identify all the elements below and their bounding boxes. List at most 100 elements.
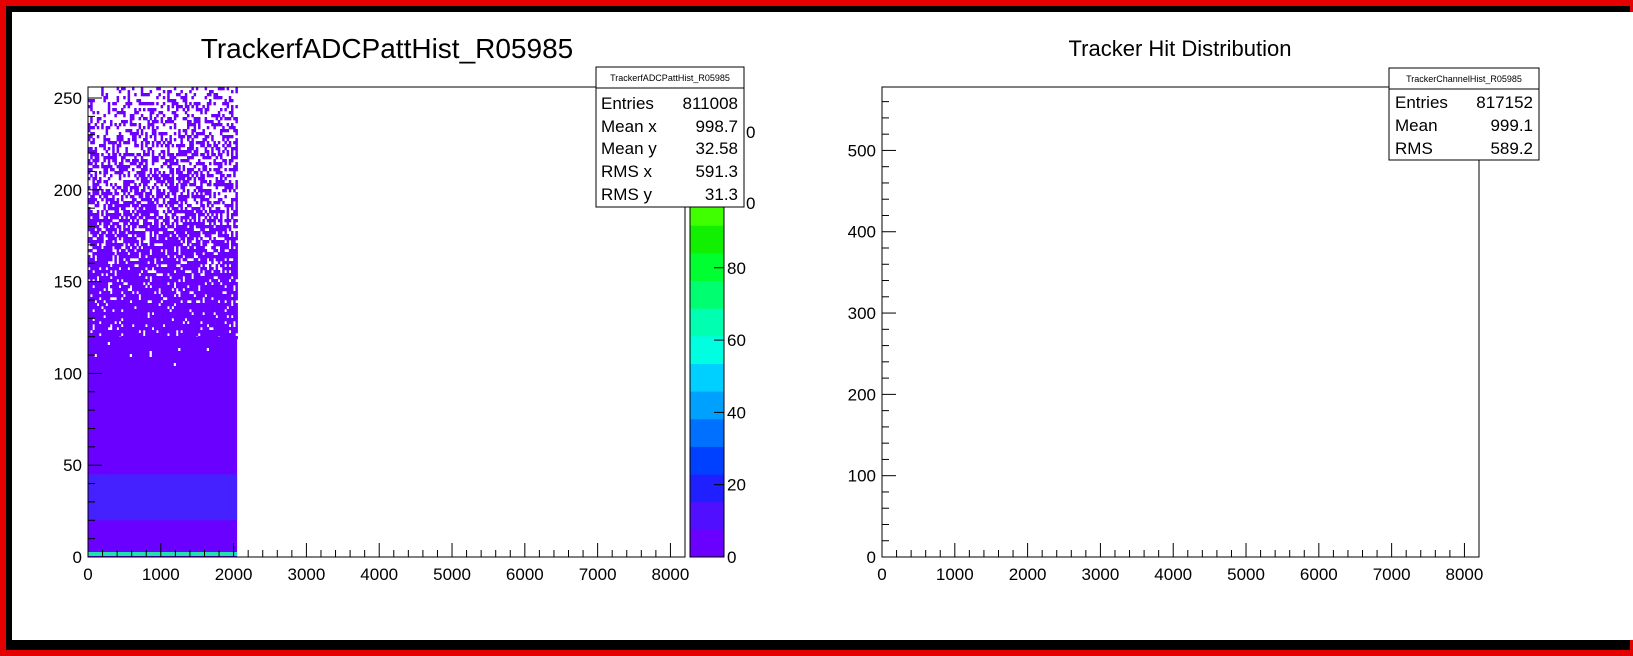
heatmap-cell	[96, 225, 100, 229]
heatmap-cell	[129, 333, 133, 337]
heatmap-cell	[209, 255, 212, 259]
heatmap-cell	[162, 312, 166, 316]
heatmap-cell	[96, 321, 100, 325]
heatmap-cell	[165, 177, 168, 181]
heatmap-cell	[215, 258, 219, 262]
heatmap-cell	[220, 276, 223, 280]
heatmap-cell	[145, 258, 148, 262]
heatmap-cell	[123, 234, 126, 238]
heatmap-cell	[149, 312, 153, 316]
heatmap-cell	[145, 228, 148, 232]
heatmap-cell	[136, 309, 139, 313]
heatmap-cell	[187, 267, 190, 271]
heatmap-cell	[88, 210, 91, 214]
heatmap-cell	[92, 264, 95, 268]
heatmap-cell	[224, 102, 227, 106]
heatmap-cell	[110, 249, 113, 253]
heatmap-cell	[204, 270, 208, 274]
heatmap-cell	[125, 333, 128, 337]
heatmap-cell	[145, 270, 148, 274]
heatmap-cell	[125, 312, 128, 316]
heatmap-cell	[162, 237, 166, 241]
heatmap-cell	[211, 225, 214, 229]
heatmap-cell	[162, 231, 166, 235]
heatmap-cell	[151, 162, 155, 166]
heatmap-cell	[198, 291, 201, 295]
heatmap-cell	[204, 216, 208, 220]
heatmap-cell	[178, 225, 181, 229]
heatmap-cell	[123, 120, 126, 124]
heatmap-cell	[129, 162, 133, 166]
heatmap-cell	[143, 327, 146, 331]
heatmap-cell	[118, 174, 122, 178]
heatmap-cell	[235, 225, 238, 229]
heatmap-cell	[173, 102, 177, 106]
heatmap-cell	[134, 123, 137, 127]
heatmap-cell	[140, 132, 144, 136]
heatmap-cell	[195, 150, 199, 154]
heatmap-cell	[125, 165, 128, 169]
heatmap-cell	[184, 273, 188, 277]
heatmap-cell	[209, 333, 212, 337]
heatmap-cell	[224, 282, 227, 286]
heatmap-cell	[217, 87, 221, 91]
heatmap-cell	[92, 150, 95, 154]
heatmap-cell	[226, 123, 230, 127]
heatmap-cell	[226, 219, 230, 223]
heatmap-cell	[140, 144, 144, 148]
heatmap-cell	[173, 300, 177, 304]
right-stats-name: TrackerChannelHist_R05985	[1406, 74, 1522, 84]
heatmap-cell	[143, 165, 146, 169]
heatmap-cell	[143, 189, 146, 193]
heatmap-cell	[206, 105, 210, 109]
heatmap-cell	[96, 219, 100, 223]
heatmap-cell	[180, 183, 183, 187]
heatmap-cell	[134, 144, 137, 148]
heatmap-cell	[112, 213, 115, 217]
x-tick-label: 8000	[1446, 565, 1484, 584]
heatmap-cell	[176, 309, 179, 313]
heatmap-cell	[154, 276, 157, 280]
heatmap-cell	[92, 321, 95, 325]
heatmap-cell	[112, 228, 115, 232]
heatmap-cell	[167, 318, 170, 322]
heatmap-cell	[140, 90, 144, 94]
heatmap-cell	[189, 312, 192, 316]
heatmap-cell	[101, 258, 104, 262]
heatmap-cell	[187, 327, 190, 331]
heatmap-cell	[110, 336, 113, 340]
heatmap-cell	[233, 156, 236, 160]
heatmap-cell	[125, 252, 128, 256]
heatmap-cell	[224, 288, 227, 292]
heatmap-cell	[103, 303, 106, 307]
heatmap-cell	[226, 240, 230, 244]
heatmap-cell	[171, 261, 175, 265]
heatmap-cell	[90, 249, 93, 253]
heatmap-cell	[202, 336, 205, 340]
heatmap-cell	[180, 219, 183, 223]
heatmap-cell	[233, 249, 236, 253]
heatmap-cell	[96, 258, 100, 262]
heatmap-cell	[204, 240, 208, 244]
heatmap-cell	[200, 288, 203, 292]
heatmap-cell	[151, 306, 155, 310]
heatmap-cell	[165, 282, 168, 286]
heatmap-cell	[173, 234, 177, 238]
heatmap-cell	[228, 261, 232, 265]
heatmap-cell	[94, 225, 98, 229]
heatmap-cell	[206, 231, 210, 235]
heatmap-cell	[200, 312, 203, 316]
heatmap-cell	[162, 267, 166, 271]
heatmap-cell	[189, 324, 192, 328]
heatmap-cell	[99, 246, 102, 250]
heatmap-cell	[189, 336, 192, 340]
heatmap-cell	[138, 108, 142, 112]
heatmap-cell	[114, 207, 117, 211]
heatmap-cell	[92, 165, 95, 169]
heatmap-cell	[184, 132, 188, 136]
heatmap-cell	[217, 192, 221, 196]
heatmap-cell	[233, 267, 236, 271]
heatmap-cell	[222, 180, 225, 184]
heatmap-cell	[110, 219, 113, 223]
heatmap-cell	[103, 99, 106, 103]
